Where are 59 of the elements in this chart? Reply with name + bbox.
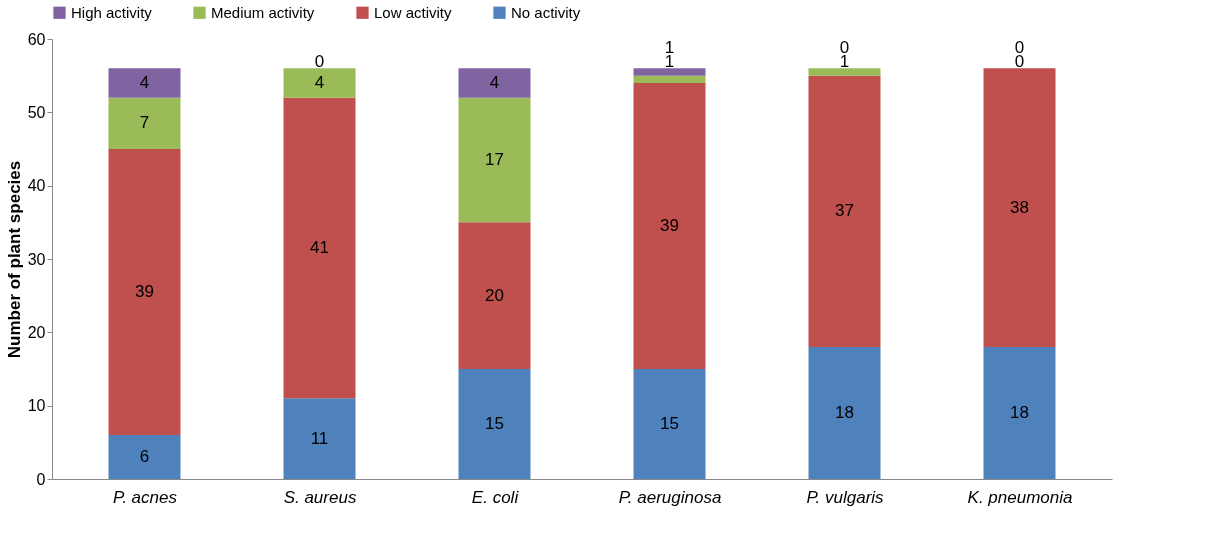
bar (108, 435, 181, 479)
bar (808, 68, 881, 76)
y-tick-label: 50 (27, 103, 46, 121)
bar (808, 75, 881, 347)
x-tick-label: K. pneumonia (967, 487, 1073, 507)
data-label: 4 (139, 73, 150, 92)
data-label: 0 (1014, 52, 1025, 72)
data-label: 4 (489, 73, 500, 92)
bar (283, 398, 356, 479)
data-label: 6 (139, 447, 150, 466)
bar (108, 68, 181, 98)
legend-label: Medium activity (211, 3, 315, 21)
bar (458, 97, 531, 223)
y-tick-label: 60 (27, 30, 46, 48)
x-tick-label: E. coli (471, 487, 520, 507)
legend-label: No activity (511, 3, 581, 21)
data-label: 15 (485, 414, 504, 433)
data-label: 7 (139, 113, 150, 133)
bar (283, 68, 356, 98)
y-axis-title: Number of plant species (4, 160, 24, 359)
bar (983, 347, 1056, 479)
data-label: 38 (1010, 197, 1029, 217)
x-tick-label: S. aureus (283, 487, 357, 507)
data-label: 4 (314, 73, 325, 92)
y-tick-label: 20 (27, 323, 46, 341)
y-tick-label: 40 (27, 177, 46, 195)
data-label: 17 (485, 150, 504, 169)
data-label: 39 (660, 216, 679, 235)
bar (108, 97, 181, 149)
data-label: 11 (310, 428, 329, 448)
data-label: 1 (839, 52, 850, 72)
bar (108, 149, 181, 435)
bar (458, 68, 531, 98)
bar (633, 75, 706, 83)
x-tick-label: P. vulgaris (806, 487, 885, 507)
y-tick-label: 0 (36, 470, 46, 488)
bar (633, 369, 706, 479)
bar (983, 68, 1056, 347)
legend-label: High activity (71, 3, 153, 21)
data-label: 39 (135, 282, 154, 301)
data-label: 18 (1010, 403, 1029, 422)
data-label: 41 (310, 238, 329, 257)
data-label: 20 (485, 285, 504, 305)
bar (633, 83, 706, 369)
bar (458, 222, 531, 369)
legend-label: Low activity (374, 3, 453, 21)
x-tick-label: P. aeruginosa (618, 487, 722, 507)
y-tick-label: 30 (27, 250, 46, 268)
bar (283, 97, 356, 399)
x-tick-label: P. acnes (113, 487, 178, 507)
bar (808, 347, 881, 479)
bar (458, 369, 531, 479)
data-label: 15 (660, 414, 679, 433)
data-label: 18 (835, 403, 854, 422)
data-label: 0 (314, 52, 325, 72)
data-label: 37 (835, 201, 854, 221)
data-label: 1 (664, 52, 675, 72)
y-tick-label: 10 (27, 397, 46, 415)
bar (633, 68, 706, 76)
